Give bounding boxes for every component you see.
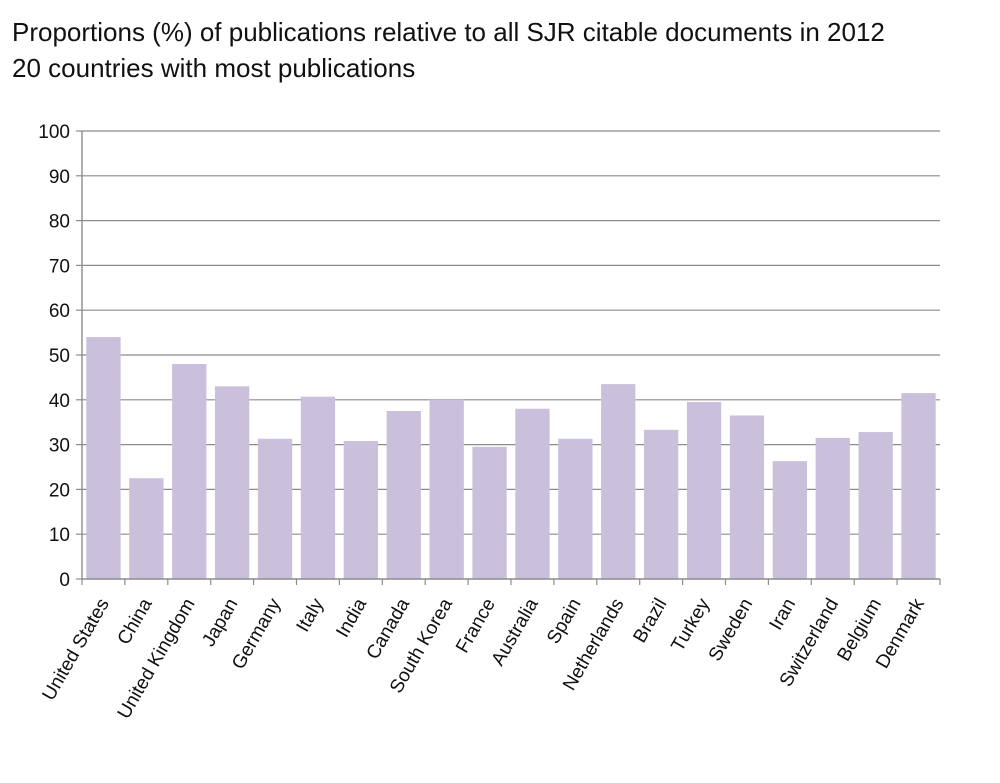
bar xyxy=(214,386,250,579)
bar xyxy=(686,402,722,579)
axes xyxy=(81,131,941,585)
chart-subtitle: 20 countries with most publications xyxy=(12,53,416,83)
x-tick-label: Turkey xyxy=(668,595,715,656)
y-tick-label: 40 xyxy=(49,391,70,412)
x-tick-label: Japan xyxy=(198,595,242,650)
gridlines xyxy=(82,130,940,535)
bar xyxy=(300,396,336,579)
bar xyxy=(343,441,379,579)
x-tick-label: China xyxy=(114,595,157,649)
bar xyxy=(729,415,765,579)
y-axis-ticks: 0 10 20 30 40 50 60 70 80 90 100 xyxy=(38,122,82,591)
x-tick-label: France xyxy=(452,595,500,657)
bar xyxy=(257,438,293,579)
x-tick-label: United States xyxy=(39,595,114,704)
bars xyxy=(86,337,936,579)
bar xyxy=(172,363,207,579)
y-tick-label: 10 xyxy=(49,525,70,546)
bar xyxy=(858,432,893,579)
x-tick-label: Brazil xyxy=(630,595,672,647)
bar xyxy=(901,393,936,579)
y-tick-label: 90 xyxy=(49,167,70,188)
bar xyxy=(515,408,550,579)
x-tick-label: Spain xyxy=(543,595,585,648)
y-tick-label: 0 xyxy=(59,570,70,591)
y-tick-label: 30 xyxy=(49,436,70,457)
chart-title-block: Proportions (%) of publications relative… xyxy=(12,14,885,86)
bar xyxy=(429,399,464,579)
x-tick-label: India xyxy=(332,595,371,642)
y-tick-label: 50 xyxy=(49,346,70,367)
x-tick-label: Italy xyxy=(293,595,329,636)
y-tick-label: 60 xyxy=(49,301,70,322)
y-tick-label: 80 xyxy=(49,212,70,233)
bar xyxy=(815,437,850,579)
bar xyxy=(472,446,507,579)
y-tick-label: 20 xyxy=(49,480,70,501)
chart-title: Proportions (%) of publications relative… xyxy=(12,17,885,47)
bar xyxy=(129,478,164,579)
bar xyxy=(386,411,421,579)
y-tick-label: 70 xyxy=(49,256,70,277)
y-tick-label: 100 xyxy=(38,122,70,143)
bar xyxy=(558,438,593,579)
bar xyxy=(772,461,808,579)
bar xyxy=(86,337,121,579)
bar xyxy=(643,429,679,579)
x-tick-label: Iran xyxy=(766,595,801,634)
bar xyxy=(601,384,636,579)
